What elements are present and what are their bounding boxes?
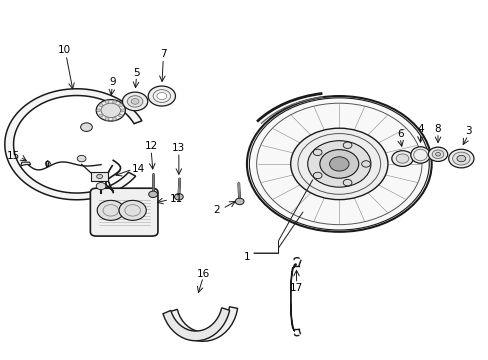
Text: 12: 12 — [144, 141, 158, 152]
Text: 13: 13 — [172, 143, 185, 153]
Circle shape — [96, 100, 125, 121]
Circle shape — [307, 141, 370, 187]
Circle shape — [148, 86, 175, 106]
Circle shape — [452, 152, 469, 165]
Circle shape — [157, 93, 166, 100]
FancyBboxPatch shape — [90, 188, 158, 236]
Circle shape — [99, 104, 102, 107]
Text: 11: 11 — [169, 194, 183, 203]
Text: 5: 5 — [133, 68, 140, 78]
Circle shape — [319, 150, 358, 178]
Circle shape — [131, 99, 139, 104]
Text: 1: 1 — [243, 252, 250, 262]
Polygon shape — [163, 308, 229, 341]
Circle shape — [329, 157, 348, 171]
Circle shape — [361, 161, 370, 167]
Circle shape — [343, 179, 351, 186]
Circle shape — [343, 142, 351, 148]
Circle shape — [235, 198, 244, 204]
Text: 2: 2 — [213, 205, 219, 215]
Circle shape — [77, 156, 86, 162]
Text: 9: 9 — [109, 77, 115, 87]
Polygon shape — [169, 307, 237, 341]
Circle shape — [122, 92, 147, 111]
Circle shape — [81, 123, 92, 131]
Circle shape — [119, 201, 146, 220]
Circle shape — [96, 183, 106, 190]
Circle shape — [456, 156, 465, 162]
Circle shape — [97, 201, 124, 220]
Text: 15: 15 — [7, 151, 20, 161]
Text: 6: 6 — [396, 129, 403, 139]
Circle shape — [105, 117, 109, 120]
Circle shape — [112, 117, 116, 120]
Circle shape — [105, 100, 109, 103]
Circle shape — [97, 109, 101, 112]
Polygon shape — [5, 89, 142, 200]
FancyBboxPatch shape — [91, 172, 108, 181]
Circle shape — [391, 151, 412, 166]
Circle shape — [431, 150, 443, 158]
Circle shape — [112, 100, 116, 103]
Circle shape — [427, 147, 447, 161]
Text: 4: 4 — [416, 124, 423, 134]
Circle shape — [99, 114, 102, 117]
Ellipse shape — [410, 147, 429, 163]
Text: 17: 17 — [289, 283, 303, 293]
Circle shape — [313, 149, 322, 156]
Polygon shape — [21, 162, 30, 166]
Circle shape — [97, 174, 102, 179]
Circle shape — [290, 128, 387, 200]
Text: 16: 16 — [196, 269, 209, 279]
Text: 7: 7 — [160, 49, 166, 59]
Text: 8: 8 — [434, 124, 441, 134]
Circle shape — [448, 149, 473, 168]
Circle shape — [101, 103, 120, 117]
Circle shape — [174, 194, 183, 200]
Circle shape — [127, 96, 142, 107]
Polygon shape — [290, 264, 296, 331]
Text: 14: 14 — [132, 163, 145, 174]
Circle shape — [246, 96, 431, 232]
Circle shape — [435, 153, 440, 156]
Circle shape — [395, 154, 408, 163]
Circle shape — [119, 114, 122, 117]
Circle shape — [148, 191, 157, 198]
Circle shape — [121, 109, 124, 112]
Circle shape — [313, 172, 322, 179]
Text: 10: 10 — [58, 45, 71, 55]
Text: 3: 3 — [464, 126, 470, 136]
Circle shape — [119, 104, 122, 107]
